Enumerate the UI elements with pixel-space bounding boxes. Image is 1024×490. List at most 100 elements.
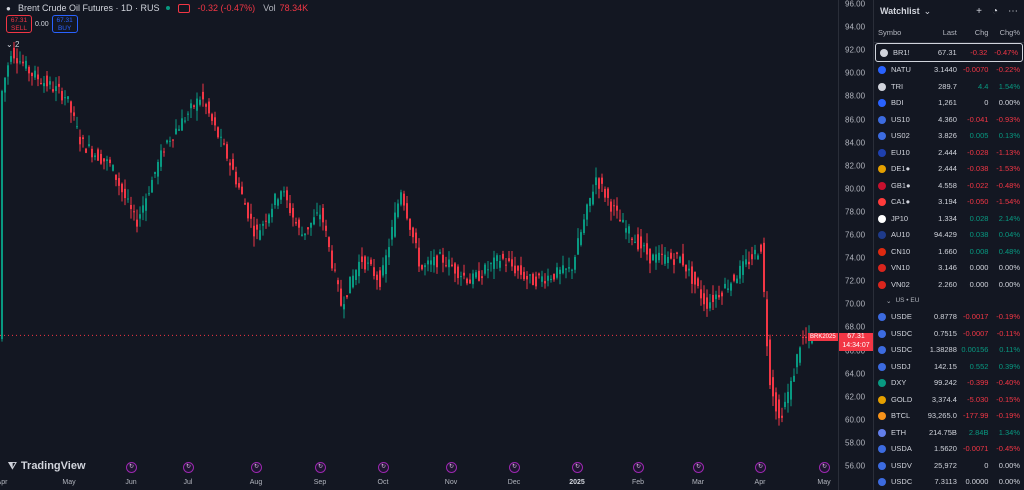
watchlist-chgp: 0.00%	[998, 263, 1021, 273]
watchlist-row[interactable]: CA1● 3.194 -0.050 -1.54%	[874, 194, 1024, 211]
watchlist-row[interactable]: GOLD 3,374.4 -5.030 -0.15%	[874, 391, 1024, 408]
col-chg[interactable]: Chg	[974, 27, 989, 37]
watchlist-row[interactable]: BDI 1,261 0 0.00%	[874, 95, 1024, 112]
candlestick-chart[interactable]	[0, 0, 838, 476]
watchlist-row[interactable]: VN02 2.260 0.000 0.00%	[874, 276, 1024, 293]
time-axis[interactable]: Apr May Jun Jul Aug Sep Oct Nov Dec 2025 Feb Mar Apr…	[0, 476, 838, 490]
watchlist-row[interactable]: USDA 1.5620 -0.0071 -0.45%	[874, 441, 1024, 458]
price-tick: 68.00	[845, 322, 866, 332]
candle-body	[667, 256, 669, 263]
candle-body	[742, 261, 744, 275]
candle-body	[121, 183, 123, 193]
chevron-down-icon: ⌄	[886, 297, 892, 305]
event-marker-icon[interactable]: ↻	[446, 462, 457, 473]
watchlist-row[interactable]: USDC 1.38288 0.00156 0.11%	[874, 342, 1024, 359]
watchlist-row[interactable]: BTCL 93,265.0 -177.99 -0.19%	[874, 408, 1024, 425]
candle-body	[247, 202, 249, 219]
watchlist-row[interactable]: TRI 289.7 4.4 1.54%	[874, 78, 1024, 95]
candle-body	[226, 144, 228, 159]
candle-body	[64, 97, 66, 99]
event-marker-icon[interactable]: ↻	[126, 462, 137, 473]
watchlist-row[interactable]: JP10 1.334 0.028 2.14%	[874, 210, 1024, 227]
watchlist-chg: 4.4	[978, 81, 989, 91]
symbol-flag-icon	[878, 66, 886, 75]
watchlist-symbol: BTCL	[878, 411, 921, 421]
candle-body	[331, 250, 333, 269]
candle-body	[562, 265, 564, 274]
event-marker-icon[interactable]: ↻	[572, 462, 583, 473]
price-tick: 90.00	[845, 68, 866, 78]
watchlist-row[interactable]: USDC 7.3113 0.0000 0.00%	[874, 474, 1024, 490]
col-chgp[interactable]: Chg%	[999, 27, 1021, 37]
add-symbol-icon[interactable]: +	[976, 5, 982, 17]
sell-button[interactable]: 67.31 SELL	[6, 15, 32, 33]
col-symbol[interactable]: Symbo	[878, 27, 902, 37]
chevron-down-icon[interactable]: ⌄	[923, 5, 932, 16]
event-marker-icon[interactable]: ↻	[251, 462, 262, 473]
time-tick: Aug	[249, 479, 263, 486]
watchlist-symbol: NATU	[878, 65, 921, 75]
watchlist-row[interactable]: USDC 0.7515 -0.0007 -0.11%	[874, 325, 1024, 342]
event-marker-icon[interactable]: ↻	[183, 462, 194, 473]
event-marker-icon[interactable]: ↻	[633, 462, 644, 473]
candle-body	[205, 104, 207, 107]
watchlist-row[interactable]: EU10 2.444 -0.028 -1.13%	[874, 144, 1024, 161]
candle-body	[181, 118, 183, 131]
event-marker-icon[interactable]: ↻	[819, 462, 830, 473]
candle-body	[472, 273, 474, 285]
chart-legend: ● Brent Crude Oil Futures · 1D · RUS -0.…	[6, 3, 308, 33]
candle-body	[427, 260, 429, 265]
price-scale[interactable]: 96.00 94.00 92.00 90.00 88.00 86.00 84.00 82.00…	[838, 0, 873, 490]
candle-body	[787, 391, 789, 404]
candle-body	[349, 276, 351, 294]
watchlist-chg: 0.028	[969, 213, 989, 223]
watchlist-row[interactable]: GB1● 4.558 -0.022 -0.48%	[874, 177, 1024, 194]
watchlist-row[interactable]: US10 4.360 -0.041 -0.93%	[874, 111, 1024, 128]
candle-body	[127, 198, 129, 200]
indicators-collapse-button[interactable]: ⌄ 2	[6, 40, 19, 49]
candle-body	[733, 274, 735, 281]
pie-chart-icon[interactable]: ◔	[991, 5, 998, 17]
symbol-title[interactable]: Brent Crude Oil Futures · 1D · RUS	[18, 3, 160, 13]
candle-body	[352, 275, 354, 288]
watchlist-section-header[interactable]: ⌄ US • EU	[874, 293, 1024, 309]
candle-body	[589, 198, 591, 206]
event-marker-icon[interactable]: ↻	[693, 462, 704, 473]
watchlist-chgp: -0.45%	[996, 444, 1021, 454]
watchlist-row[interactable]: BR1! 67.31 -0.32 -0.47%	[875, 43, 1023, 62]
col-last[interactable]: Last	[942, 27, 957, 37]
buy-button[interactable]: 67.31 BUY	[51, 15, 78, 33]
more-icon[interactable]: ⋯	[1008, 5, 1018, 17]
watchlist-row[interactable]: DE1● 2.444 -0.038 -1.53%	[874, 161, 1024, 178]
sell-label: SELL	[11, 25, 27, 32]
watchlist-symbol: USDJ	[878, 362, 921, 371]
watchlist-chg: -177.99	[963, 411, 989, 421]
watchlist-row[interactable]: ETH 214.75B 2.84B 1.34%	[874, 424, 1024, 441]
event-marker-icon[interactable]: ↻	[509, 462, 520, 473]
watchlist-row[interactable]: AU10 94.429 0.038 0.04%	[874, 227, 1024, 244]
watchlist-row[interactable]: USDE 0.8778 -0.0017 -0.19%	[874, 309, 1024, 326]
watchlist-row[interactable]: USDJ 142.15 0.552 0.39%	[874, 358, 1024, 375]
watchlist-row[interactable]: USDV 25,972 0 0.00%	[874, 457, 1024, 474]
watchlist-title[interactable]: Watchlist	[880, 6, 920, 16]
event-marker-icon[interactable]: ↻	[378, 462, 389, 473]
candle-body	[178, 129, 180, 131]
price-tick: 92.00	[845, 45, 866, 55]
watchlist-row[interactable]: VN10 3.146 0.000 0.00%	[874, 260, 1024, 277]
chart-area[interactable]: ● Brent Crude Oil Futures · 1D · RUS -0.…	[0, 0, 838, 490]
watchlist-chg: -0.022	[967, 180, 989, 190]
candle-body	[610, 201, 612, 212]
tradingview-logo[interactable]: ⧨ TradingView	[8, 460, 86, 472]
symbol-ticker: ETH	[891, 427, 906, 437]
watchlist-row[interactable]: DXY 99.242 -0.399 -0.40%	[874, 375, 1024, 392]
watchlist-last: 93,265.0	[927, 411, 957, 421]
watchlist-row[interactable]: NATU 3.1440 -0.0070 -0.22%	[874, 62, 1024, 79]
candle-body	[721, 292, 723, 297]
candle-body	[325, 225, 327, 231]
event-marker-icon[interactable]: ↻	[315, 462, 326, 473]
time-tick: Jul	[183, 479, 193, 486]
watchlist-row[interactable]: CN10 1.660 0.008 0.48%	[874, 243, 1024, 260]
event-marker-icon[interactable]: ↻	[755, 462, 766, 473]
watchlist-row[interactable]: US02 3.826 0.005 0.13%	[874, 128, 1024, 145]
watchlist-chg: -5.030	[967, 394, 989, 404]
